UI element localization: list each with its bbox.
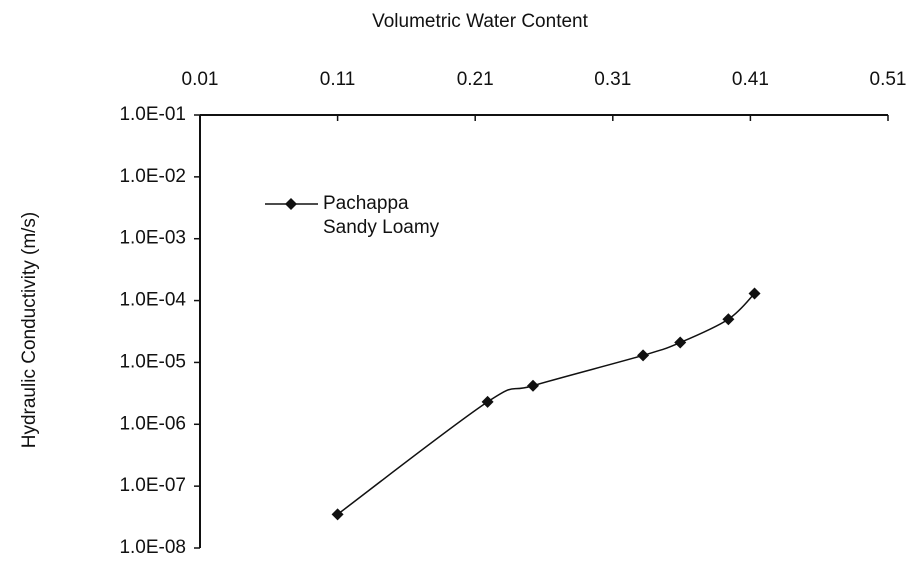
data-point <box>748 287 761 300</box>
y-tick-label: 1.0E-05 <box>119 351 186 372</box>
y-tick-label: 1.0E-08 <box>119 537 186 558</box>
legend-marker <box>285 198 297 210</box>
x-tick-label: 0.31 <box>594 69 631 90</box>
x-tick-label: 0.41 <box>732 69 769 90</box>
y-tick-label: 1.0E-04 <box>119 290 186 311</box>
data-point <box>637 349 650 362</box>
data-point <box>674 336 687 349</box>
y-tick-label: 1.0E-02 <box>119 166 186 187</box>
legend-label: Pachappa Sandy Loamy <box>323 193 440 238</box>
x-tick-label: 0.11 <box>320 69 356 90</box>
data-point <box>526 379 539 392</box>
series-line <box>337 292 756 515</box>
y-tick-label: 1.0E-01 <box>119 104 186 125</box>
x-tick-label: 0.21 <box>457 69 494 90</box>
y-tick-label: 1.0E-06 <box>119 413 186 434</box>
data-point <box>331 508 344 521</box>
y-tick-label: 1.0E-03 <box>119 228 186 249</box>
data-point <box>722 313 735 326</box>
x-tick-label: 0.51 <box>870 69 907 90</box>
x-axis-title: Volumetric Water Content <box>372 11 588 32</box>
data-point <box>481 395 494 408</box>
y-tick-label: 1.0E-07 <box>119 475 186 496</box>
x-tick-label: 0.01 <box>182 69 219 90</box>
y-axis-title: Hydraulic Conductivity (m/s) <box>19 212 40 449</box>
